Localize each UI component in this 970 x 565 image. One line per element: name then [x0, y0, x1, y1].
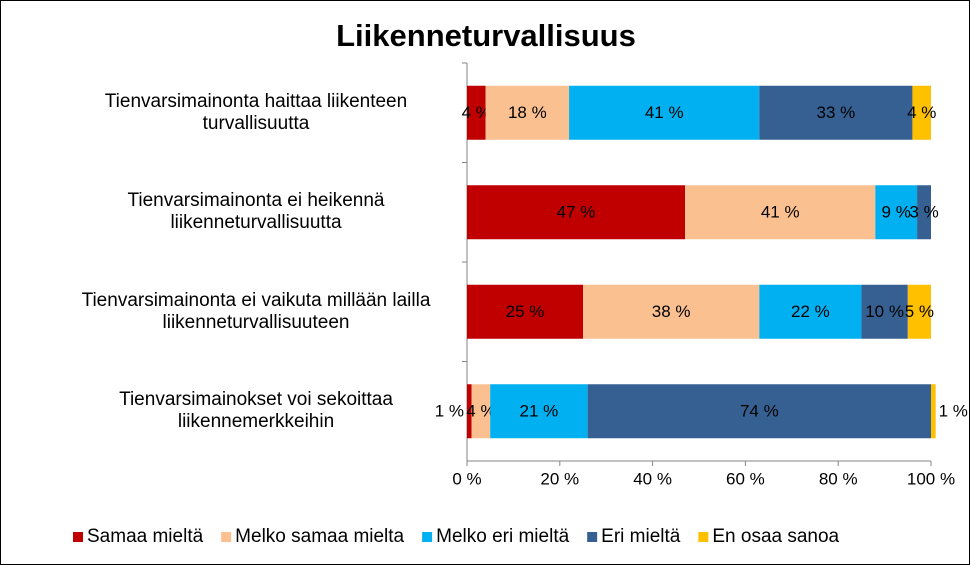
value-label: 33 %: [817, 103, 856, 122]
legend-swatch: [698, 532, 709, 542]
x-tick-label: 60 %: [726, 469, 765, 488]
value-label: 74 %: [740, 402, 779, 421]
chart-title: Liikenneturvallisuus: [336, 18, 636, 53]
value-label: 1 %: [939, 402, 968, 421]
bar-segment: [685, 185, 876, 240]
bar-segment: [875, 185, 918, 240]
value-label: 3 %: [909, 203, 938, 222]
x-tick-label: 40 %: [633, 469, 672, 488]
bar-segment: [931, 384, 936, 439]
bar-segment: [759, 85, 913, 140]
legend-label: Samaa mieltä: [87, 526, 204, 547]
bar-segment: [917, 185, 931, 240]
legend-swatch: [587, 532, 598, 542]
category-label: Tienvarsimainokset voi sekoittaa liikenn…: [119, 389, 393, 433]
bar-segment: [912, 85, 931, 140]
bar-segment: [587, 384, 931, 439]
value-label: 4 %: [462, 103, 491, 122]
value-label: 1 %: [435, 402, 464, 421]
value-label: 18 %: [508, 103, 547, 122]
bar-segment: [907, 284, 931, 339]
bar-segment: [467, 284, 583, 339]
value-label: 38 %: [652, 302, 691, 321]
category-label: Tienvarsimainonta ei vaikuta millään lai…: [81, 289, 431, 333]
legend-label: Eri mieltä: [601, 526, 681, 547]
x-tick-label: 0 %: [452, 469, 481, 488]
value-label: 4 %: [466, 402, 495, 421]
category-label: Tienvarsimainonta ei heikennä liikennetu…: [127, 190, 385, 234]
x-tick-label: 80 %: [819, 469, 858, 488]
bar-segment: [583, 284, 760, 339]
legend-swatch: [221, 532, 232, 542]
bar-segment: [467, 384, 472, 439]
bar-segment: [485, 85, 570, 140]
value-label: 9 %: [882, 203, 911, 222]
legend-label: En osaa sanoa: [712, 526, 839, 547]
value-label: 22 %: [791, 302, 830, 321]
bar-segment: [490, 384, 588, 439]
value-label: 4 %: [907, 103, 936, 122]
value-label: 41 %: [645, 103, 684, 122]
value-label: 5 %: [905, 302, 934, 321]
legend-label: Melko samaa mielta: [235, 526, 404, 547]
x-tick-label: 100 %: [907, 469, 955, 488]
bar-segment: [569, 85, 760, 140]
bar-segment: [467, 85, 486, 140]
value-label: 25 %: [506, 302, 545, 321]
bar-segment: [467, 185, 686, 240]
value-label: 47 %: [557, 203, 596, 222]
bar-segment: [471, 384, 491, 439]
value-label: 21 %: [520, 402, 559, 421]
x-tick-label: 20 %: [540, 469, 579, 488]
legend-swatch: [73, 532, 83, 542]
bar-segment: [759, 284, 862, 339]
bar-segment: [861, 284, 908, 339]
value-label: 41 %: [761, 203, 800, 222]
category-label: Tienvarsimainonta haittaa liikenteen tur…: [104, 90, 408, 134]
legend-label: Melko eri mieltä: [436, 526, 569, 547]
legend-swatch: [422, 532, 433, 542]
value-label: 10 %: [865, 302, 904, 321]
